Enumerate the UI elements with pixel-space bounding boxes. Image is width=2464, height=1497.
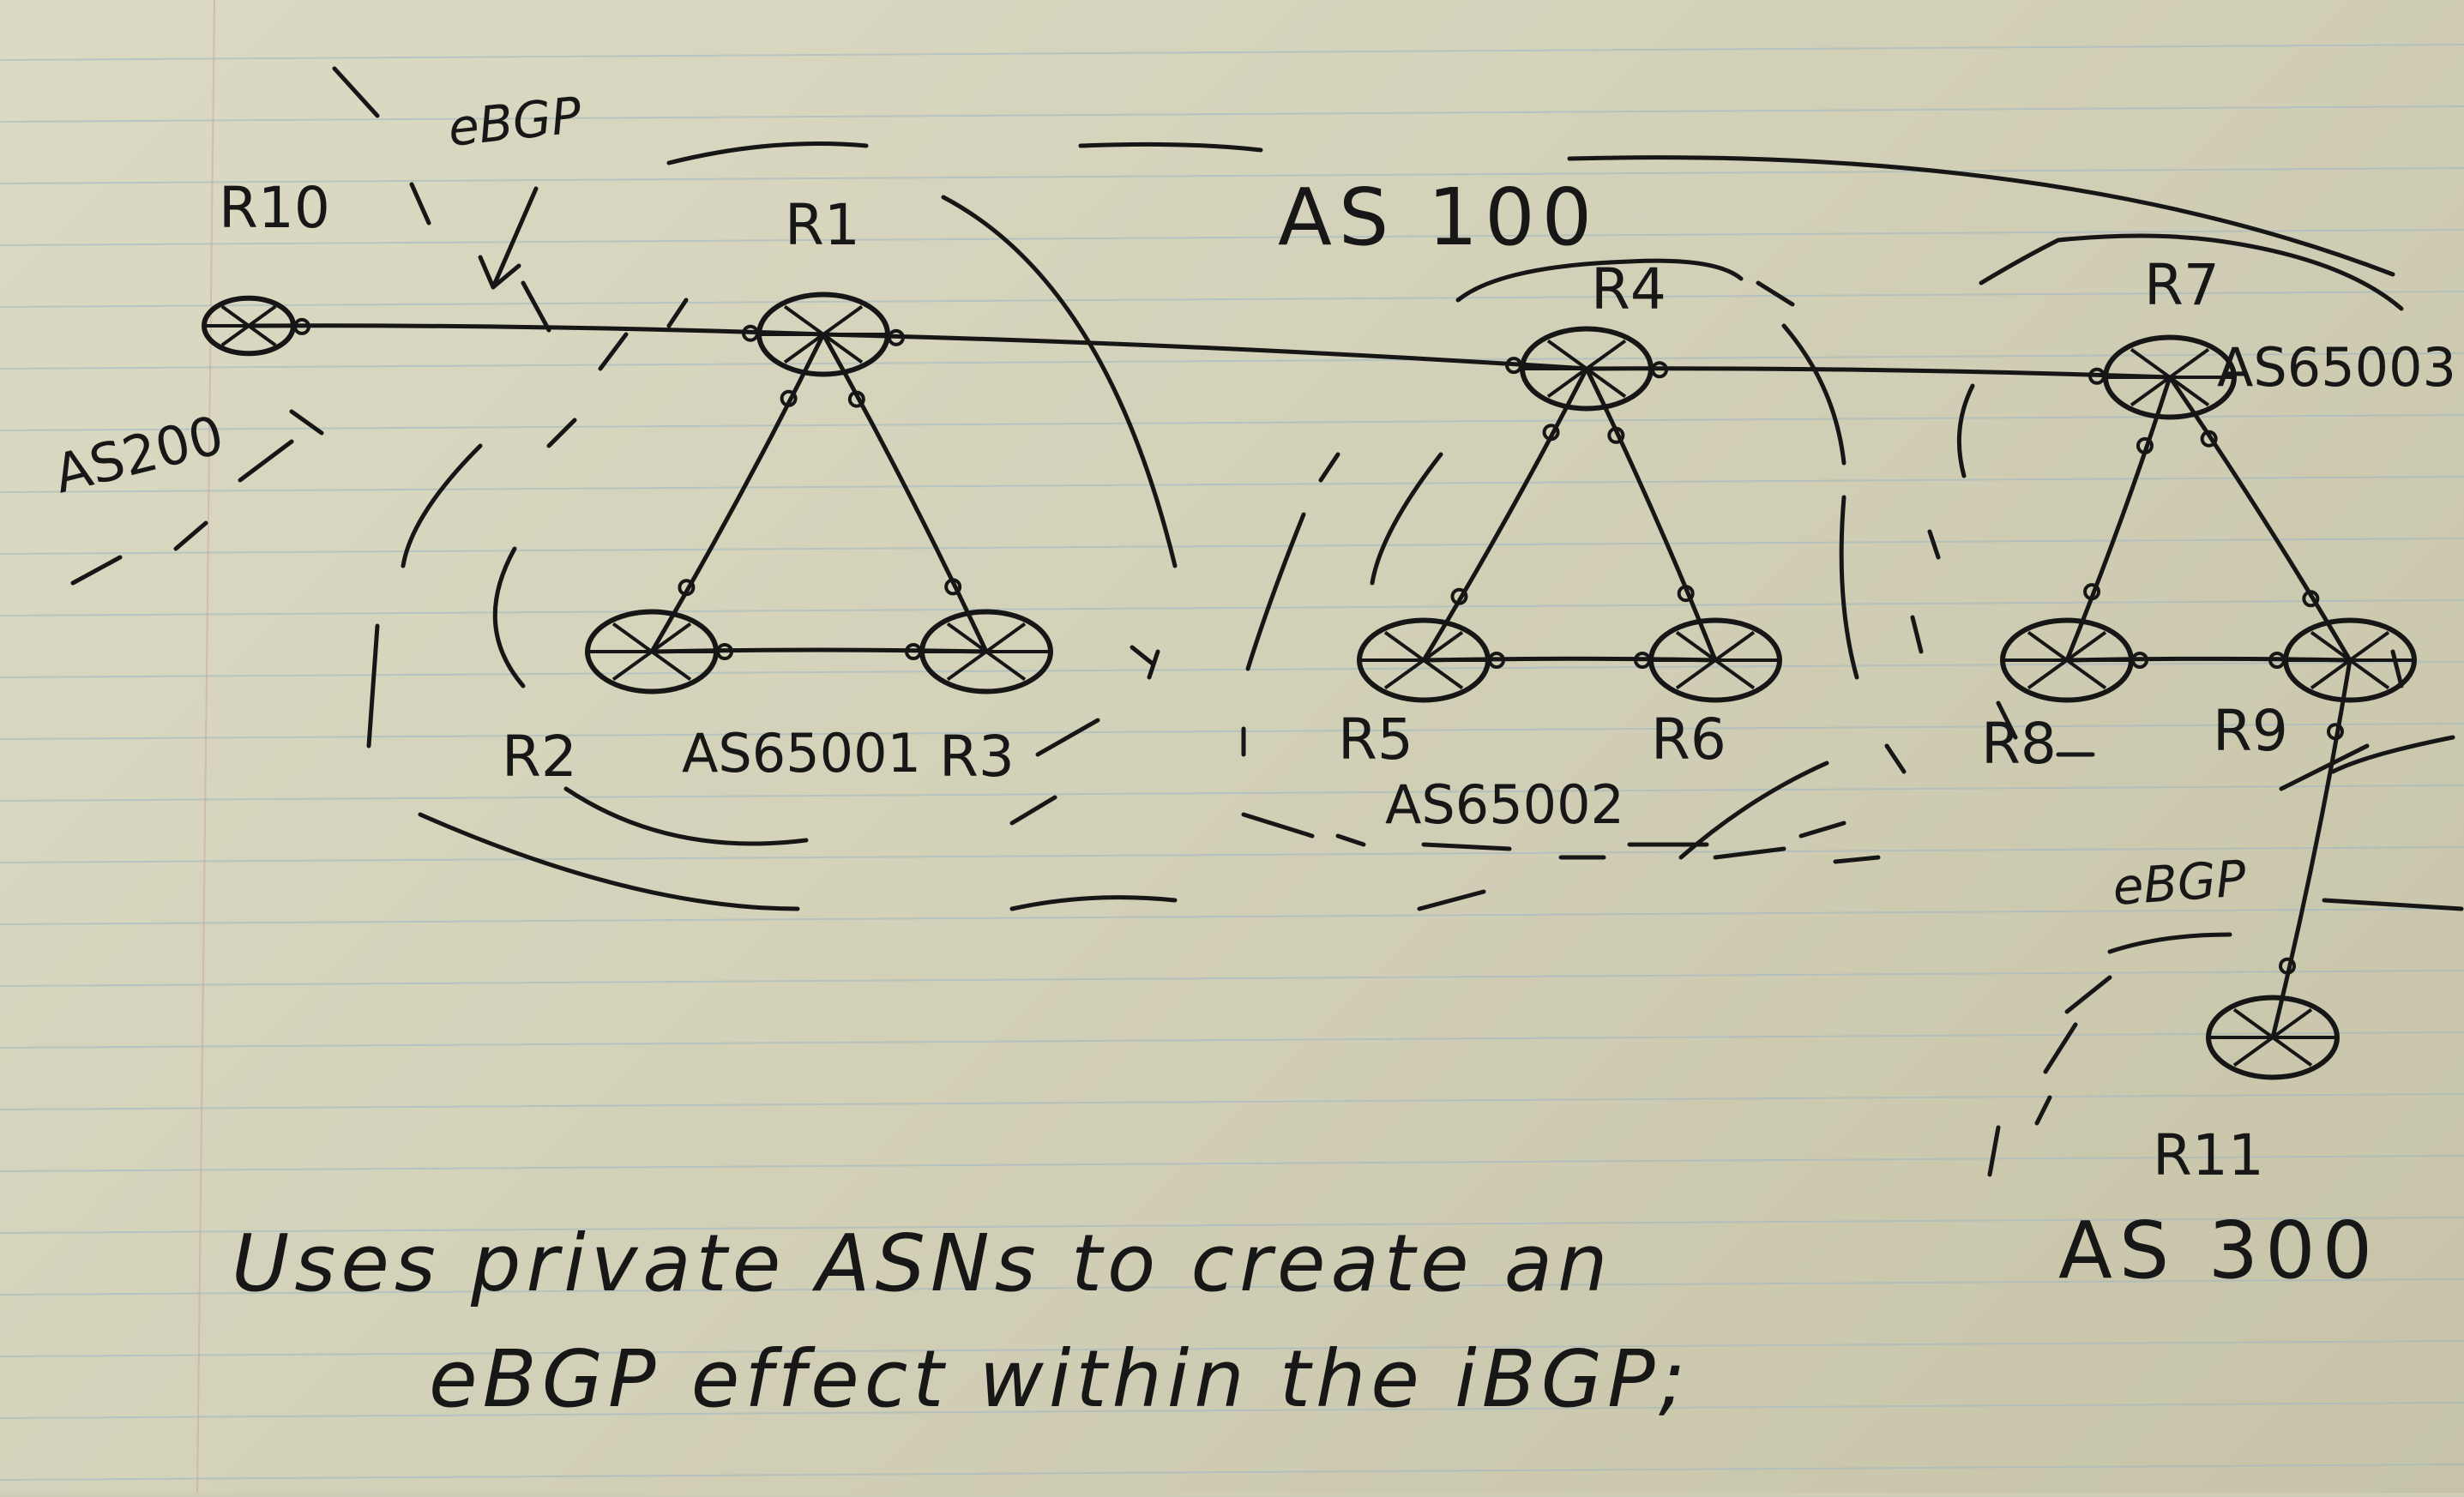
interface-port bbox=[2136, 436, 2154, 454]
rule-line bbox=[0, 1093, 2464, 1110]
rule-line bbox=[0, 661, 2464, 678]
rule-line bbox=[0, 352, 2464, 370]
router-r9 bbox=[2283, 617, 2417, 703]
interface-port bbox=[2279, 957, 2297, 975]
label-r7: R7 bbox=[2144, 252, 2220, 318]
label-r1: R1 bbox=[785, 192, 860, 258]
label-as65002: AS65002 bbox=[1385, 773, 1624, 836]
router-r10 bbox=[202, 295, 296, 357]
ebgp-arrow bbox=[478, 186, 539, 290]
interface-port bbox=[1607, 426, 1625, 444]
rule-line bbox=[0, 785, 2464, 802]
rule-line bbox=[0, 1155, 2464, 1172]
rule-line bbox=[0, 1031, 2464, 1049]
label-r11: R11 bbox=[2153, 1122, 2264, 1188]
router-r5 bbox=[1357, 617, 1491, 703]
rule-line bbox=[0, 599, 2464, 616]
boundary-as100-top bbox=[666, 141, 2395, 277]
rule-line bbox=[0, 44, 2464, 61]
note-line-2: eBGP effect within the iBGP; bbox=[429, 1333, 1690, 1425]
as-boundaries bbox=[70, 66, 2464, 1177]
label-ebgp-left: eBGP bbox=[445, 86, 584, 158]
interface-port bbox=[1542, 424, 1560, 442]
interface-port bbox=[2083, 583, 2101, 601]
link-r7-r8 bbox=[2064, 375, 2172, 663]
rule-line bbox=[0, 229, 2464, 246]
router-r1 bbox=[756, 292, 890, 377]
rule-line bbox=[0, 1217, 2464, 1234]
router-r4 bbox=[1520, 326, 1654, 412]
interface-port bbox=[678, 579, 696, 597]
rule-line bbox=[0, 846, 2464, 863]
note-line-1: Uses private ASNs to create an bbox=[232, 1217, 1613, 1309]
boundary-as200 bbox=[70, 66, 431, 586]
rule-line bbox=[0, 1278, 2464, 1296]
link-r4-r5 bbox=[1421, 366, 1589, 663]
boundary-as300 bbox=[1987, 735, 2464, 1177]
router-r7 bbox=[2103, 334, 2237, 420]
label-r3: R3 bbox=[939, 724, 1015, 790]
label-r4: R4 bbox=[1591, 256, 1666, 322]
link-r10-r1 bbox=[246, 323, 826, 337]
label-r2: R2 bbox=[502, 724, 577, 790]
link-r1-r4 bbox=[821, 332, 1589, 371]
notebook-ruling bbox=[0, 44, 2464, 1481]
rule-line bbox=[0, 908, 2464, 925]
router-r6 bbox=[1648, 617, 1782, 703]
rule-line bbox=[0, 538, 2464, 555]
link-r1-r2 bbox=[649, 332, 826, 654]
interface-port bbox=[780, 389, 798, 407]
label-as65003: AS65003 bbox=[2217, 336, 2456, 399]
margin-line bbox=[196, 0, 215, 1494]
link-r4-r6 bbox=[1584, 366, 1718, 663]
rule-line bbox=[0, 970, 2464, 987]
rule-line bbox=[0, 723, 2464, 740]
label-r6: R6 bbox=[1651, 706, 1726, 773]
link-r1-r3 bbox=[821, 332, 989, 654]
routers bbox=[202, 292, 2417, 1080]
rule-line bbox=[0, 291, 2464, 308]
boundary-as65001 bbox=[366, 195, 1178, 911]
label-r10: R10 bbox=[219, 175, 330, 241]
interface-port bbox=[1677, 585, 1695, 603]
rule-line bbox=[0, 476, 2464, 493]
label-r5: R5 bbox=[1338, 706, 1413, 773]
interface-port bbox=[944, 578, 962, 596]
label-as100: AS 100 bbox=[1278, 171, 1599, 263]
interface-port bbox=[2302, 590, 2320, 608]
boundary-as65002 bbox=[1130, 258, 1907, 911]
rule-line bbox=[0, 1402, 2464, 1419]
label-r9: R9 bbox=[2213, 698, 2288, 764]
boundary-as65003 bbox=[1910, 233, 2404, 791]
interface-port bbox=[1450, 587, 1468, 605]
rule-line bbox=[0, 1464, 2464, 1481]
rule-line bbox=[0, 105, 2464, 123]
label-as300: AS 300 bbox=[2058, 1205, 2379, 1296]
router-r2 bbox=[585, 609, 719, 694]
link-r9-r11 bbox=[2270, 658, 2353, 1040]
label-as65001: AS65001 bbox=[682, 722, 921, 785]
link-r7-r9 bbox=[2167, 375, 2353, 663]
router-r8 bbox=[2000, 617, 2134, 703]
interface-port bbox=[847, 390, 865, 408]
rule-line bbox=[0, 1340, 2464, 1357]
interface-port bbox=[2200, 430, 2218, 448]
link-r4-r7 bbox=[1584, 366, 2172, 380]
interface-port bbox=[2326, 723, 2344, 741]
router-r11 bbox=[2206, 995, 2340, 1080]
router-r3 bbox=[919, 609, 1053, 694]
label-ebgp-right: eBGP bbox=[2111, 849, 2248, 917]
label-r8: R8 bbox=[1981, 711, 2057, 777]
rule-line bbox=[0, 167, 2464, 184]
notebook-margin bbox=[196, 0, 215, 1494]
rule-line bbox=[0, 414, 2464, 431]
